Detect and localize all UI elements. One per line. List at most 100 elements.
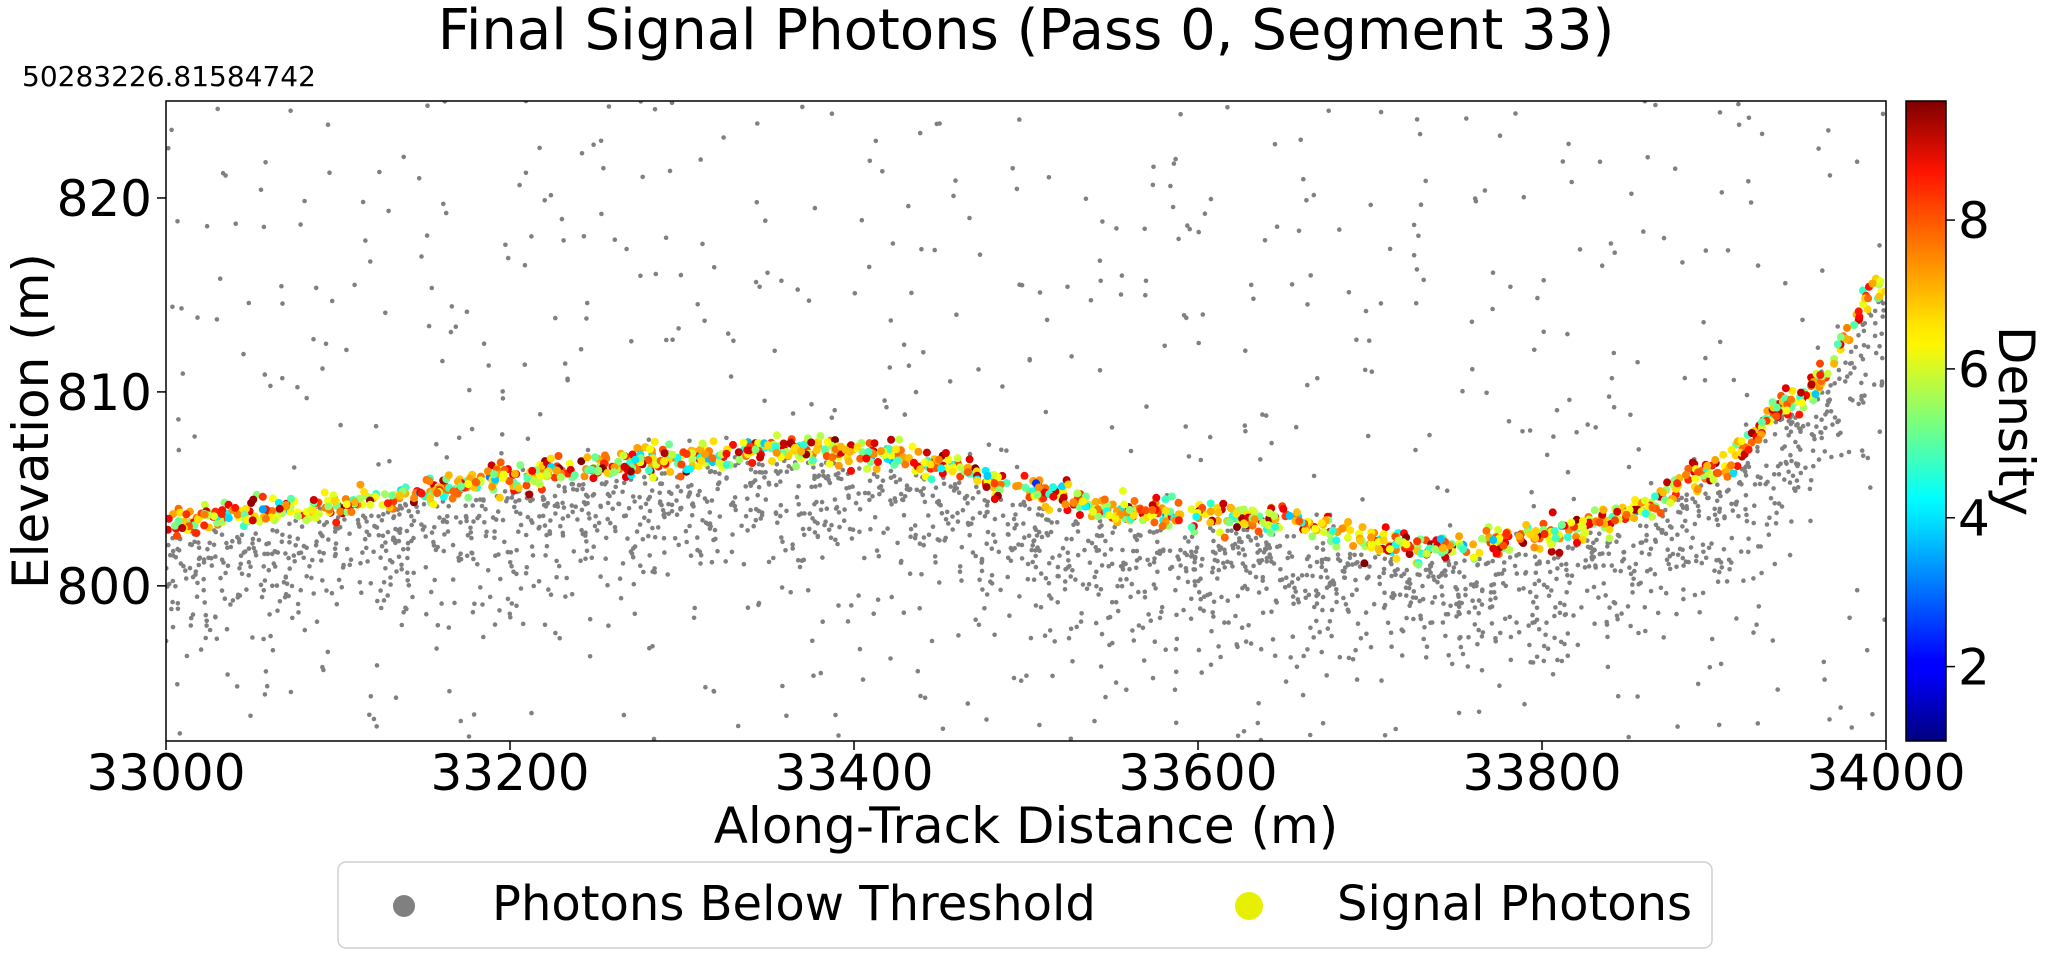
signal-photon bbox=[677, 460, 686, 469]
signal-photon bbox=[1605, 525, 1614, 534]
photon-below-threshold bbox=[1502, 616, 1508, 622]
photon-below-threshold bbox=[484, 529, 489, 535]
signal-photon bbox=[1311, 524, 1320, 533]
signal-photon bbox=[580, 472, 589, 481]
photon-below-threshold bbox=[875, 474, 880, 480]
signal-photon bbox=[1494, 525, 1503, 534]
photon-below-threshold bbox=[170, 624, 176, 630]
signal-photon bbox=[546, 454, 555, 463]
photon-below-threshold bbox=[842, 507, 847, 512]
signal-photon bbox=[1833, 340, 1842, 349]
photon-below-threshold bbox=[1019, 556, 1025, 561]
photon-below-threshold bbox=[184, 653, 190, 659]
photon-below-threshold bbox=[347, 531, 352, 536]
signal-photon bbox=[756, 453, 765, 462]
photon-below-threshold bbox=[530, 553, 536, 558]
photon-below-threshold bbox=[1115, 583, 1120, 589]
photon-below-threshold bbox=[632, 611, 638, 617]
signal-photon bbox=[1727, 461, 1736, 470]
photon-below-threshold bbox=[1421, 277, 1426, 283]
photon-below-threshold bbox=[1828, 383, 1833, 388]
signal-photon bbox=[722, 460, 731, 469]
photon-below-threshold bbox=[383, 548, 389, 554]
signal-photon bbox=[754, 439, 763, 447]
photon-below-threshold bbox=[1413, 301, 1419, 306]
signal-photon bbox=[448, 494, 457, 503]
photon-below-threshold bbox=[363, 238, 368, 243]
photon-below-threshold bbox=[405, 555, 410, 561]
photon-below-threshold bbox=[812, 205, 818, 211]
photon-below-threshold bbox=[1784, 425, 1789, 431]
photon-below-threshold bbox=[463, 503, 469, 509]
signal-photon bbox=[1161, 495, 1170, 504]
photon-below-threshold bbox=[950, 514, 955, 519]
signal-photon bbox=[916, 465, 925, 474]
legend-marker-signal bbox=[1235, 892, 1263, 920]
photon-below-threshold bbox=[1788, 429, 1794, 435]
photon-below-threshold bbox=[642, 481, 648, 486]
photon-below-threshold bbox=[1648, 546, 1654, 552]
photon-below-threshold bbox=[1312, 604, 1317, 610]
photon-below-threshold bbox=[409, 513, 414, 519]
photon-below-threshold bbox=[1369, 369, 1375, 375]
photon-below-threshold bbox=[795, 558, 801, 563]
photon-below-threshold bbox=[1604, 619, 1609, 625]
photon-below-threshold bbox=[298, 587, 304, 593]
signal-photon bbox=[922, 448, 931, 457]
signal-photon bbox=[982, 483, 991, 491]
photon-below-threshold bbox=[846, 493, 851, 498]
photon-below-threshold bbox=[732, 495, 738, 500]
photon-below-threshold bbox=[1746, 179, 1751, 184]
photon-below-threshold bbox=[1147, 529, 1153, 534]
photon-below-threshold bbox=[578, 558, 583, 563]
signal-photon bbox=[676, 472, 685, 481]
photon-below-threshold bbox=[774, 482, 779, 488]
photon-below-threshold bbox=[374, 663, 380, 668]
photon-below-threshold bbox=[1182, 535, 1188, 540]
photon-below-threshold bbox=[906, 487, 912, 493]
photon-below-threshold bbox=[495, 509, 501, 514]
photon-below-threshold bbox=[813, 484, 818, 489]
photon-below-threshold bbox=[1360, 497, 1365, 502]
photon-below-threshold bbox=[265, 551, 271, 557]
signal-photon bbox=[410, 494, 419, 503]
signal-photon bbox=[1548, 508, 1557, 517]
photon-below-threshold bbox=[1239, 539, 1244, 545]
photon-below-threshold bbox=[192, 539, 197, 545]
photon-below-threshold bbox=[471, 519, 476, 524]
photon-below-threshold bbox=[676, 542, 681, 548]
photon-below-threshold bbox=[1304, 572, 1310, 578]
signal-photon bbox=[472, 478, 481, 487]
photon-below-threshold bbox=[1783, 459, 1789, 465]
photon-below-threshold bbox=[295, 384, 300, 390]
photon-below-threshold bbox=[1012, 526, 1017, 531]
photon-below-threshold bbox=[1071, 522, 1076, 528]
photon-below-threshold bbox=[399, 562, 404, 568]
photon-below-threshold bbox=[404, 528, 410, 534]
photon-below-threshold bbox=[1042, 633, 1048, 638]
photon-below-threshold bbox=[1331, 582, 1337, 587]
photon-below-threshold bbox=[1564, 567, 1569, 573]
signal-photon bbox=[1705, 470, 1714, 478]
photon-below-threshold bbox=[1557, 600, 1563, 606]
photon-below-threshold bbox=[469, 426, 475, 432]
signal-photon bbox=[601, 451, 609, 460]
signal-photon bbox=[1317, 519, 1326, 528]
photon-below-threshold bbox=[1847, 361, 1853, 366]
signal-photon bbox=[1754, 435, 1763, 444]
photon-below-threshold bbox=[1352, 552, 1357, 558]
photon-below-threshold bbox=[1362, 367, 1368, 373]
signal-photon bbox=[192, 529, 201, 538]
photon-below-threshold bbox=[401, 547, 406, 552]
photon-below-threshold bbox=[319, 558, 324, 563]
photon-below-threshold bbox=[1255, 542, 1260, 548]
photon-below-threshold bbox=[806, 298, 812, 304]
photon-below-threshold bbox=[1823, 412, 1828, 417]
photon-below-threshold bbox=[1635, 359, 1640, 365]
photon-below-threshold bbox=[1289, 554, 1295, 559]
photon-below-threshold bbox=[1319, 649, 1324, 655]
photon-below-threshold bbox=[979, 558, 985, 564]
photon-below-threshold bbox=[1675, 724, 1680, 729]
photon-below-threshold bbox=[1050, 555, 1055, 560]
signal-photon bbox=[1438, 544, 1447, 552]
